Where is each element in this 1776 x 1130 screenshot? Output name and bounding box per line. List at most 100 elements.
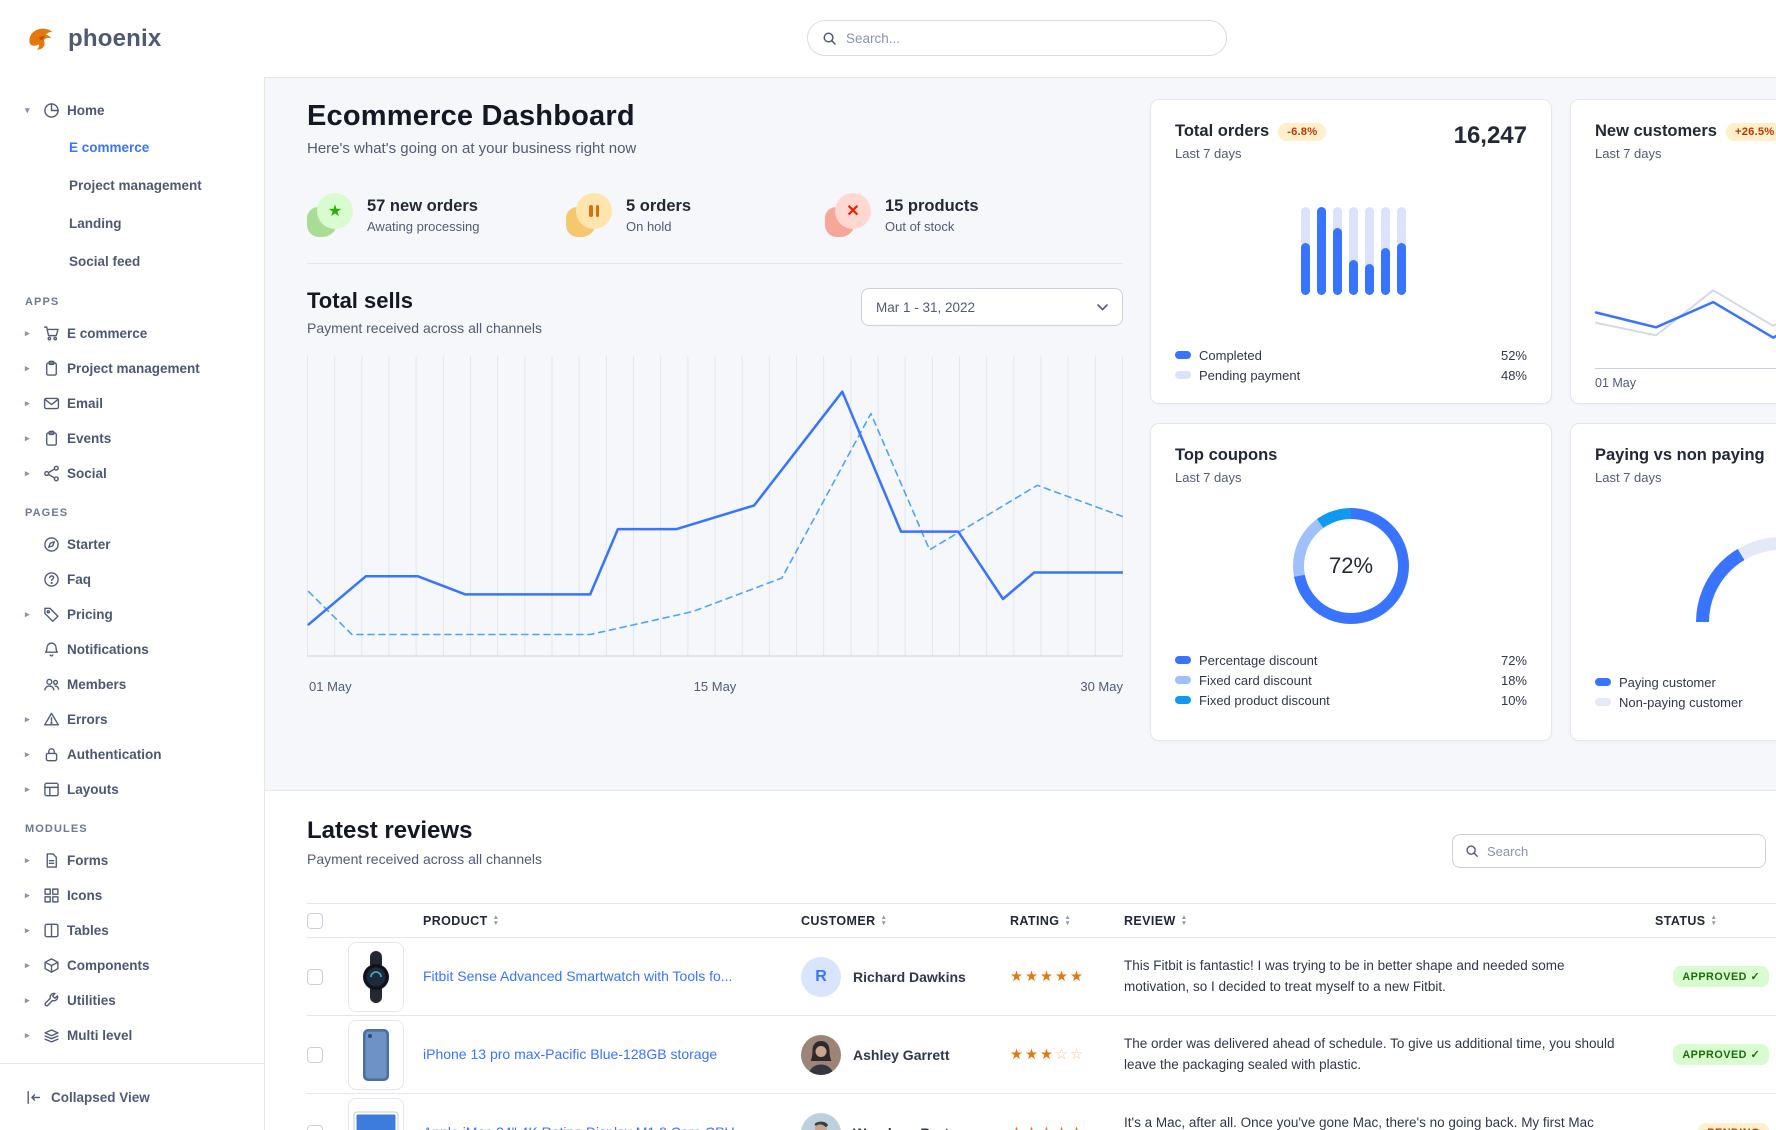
sidebar-item-notifications[interactable]: Notifications <box>0 632 256 667</box>
cart-icon <box>43 325 60 342</box>
sidebar-item-utilities[interactable]: ▸ Utilities <box>0 983 256 1018</box>
brand-logo[interactable]: phoenix <box>26 23 161 55</box>
sidebar-item-label: Events <box>67 431 112 446</box>
review-text: This Fitbit is fantastic! I was trying t… <box>1124 958 1565 994</box>
layers-icon <box>43 1027 60 1044</box>
sidebar-item-email[interactable]: ▸ Email <box>0 386 256 421</box>
sidebar-item-faq[interactable]: Faq <box>0 562 256 597</box>
table-row: Fitbit Sense Advanced Smartwatch with To… <box>307 937 1776 1016</box>
sidebar-item-starter[interactable]: Starter <box>0 527 256 562</box>
sort-icon: ▲ ▼ <box>1180 914 1188 928</box>
page-title: Ecommerce Dashboard <box>307 100 635 132</box>
sidebar-item-pricing[interactable]: ▸ Pricing <box>0 597 256 632</box>
column-header-review[interactable]: REVIEW ▲ ▼ <box>1124 903 1655 938</box>
paying-legend-row: Paying customer <box>1595 672 1776 692</box>
legend-swatch <box>1175 676 1191 684</box>
date-range-select[interactable]: Mar 1 - 31, 2022 <box>861 288 1123 326</box>
sidebar: ▾ Home E commerce Project management Landing… <box>0 77 265 1130</box>
sidebar-item-events[interactable]: ▸ Events <box>0 421 256 456</box>
row-product-cell: Apple iMac 24" 4K Retina Display M1 8 Co… <box>423 1093 801 1130</box>
sidebar-item-label: Multi level <box>67 1028 133 1043</box>
coupons-legend-row: Percentage discount 72% <box>1175 650 1527 670</box>
sidebar-item-home[interactable]: ▾ Home <box>0 93 256 128</box>
row-checkbox[interactable] <box>307 1124 323 1130</box>
sidebar-subitem-landing[interactable]: Landing <box>69 215 122 231</box>
column-header-label: RATING <box>1010 913 1060 928</box>
bar-fill <box>1381 248 1390 295</box>
sidebar-item-forms[interactable]: ▸ Forms <box>0 843 256 878</box>
legend-swatch <box>1175 371 1191 379</box>
users-icon <box>43 676 60 693</box>
row-customer-cell: Woodrow Burton <box>801 1093 1010 1130</box>
sidebar-item-multi-level[interactable]: ▸ Multi level <box>0 1018 256 1053</box>
new-customers-period: Last 7 days <box>1595 146 1662 161</box>
legend-label: Non-paying customer <box>1619 694 1743 710</box>
paying-period: Last 7 days <box>1595 470 1662 485</box>
column-header-label: PRODUCT <box>423 913 488 928</box>
product-link[interactable]: Apple iMac 24" 4K Retina Display M1 8 Co… <box>423 1124 746 1130</box>
search-input[interactable] <box>846 30 1212 46</box>
column-header-status[interactable]: STATUS ▲ ▼ <box>1655 903 1776 938</box>
caret-right-icon: ▸ <box>25 363 30 373</box>
avatar <box>801 1112 841 1130</box>
caret-right-icon: ▸ <box>25 468 30 478</box>
sidebar-subitem-project-management[interactable]: Project management <box>69 177 202 193</box>
sidebar-subitem-e-commerce[interactable]: E commerce <box>69 139 150 155</box>
row-checkbox[interactable] <box>307 968 323 985</box>
sidebar-item-tables[interactable]: ▸ Tables <box>0 913 256 948</box>
bar-track <box>1349 207 1358 295</box>
sidebar-item-components[interactable]: ▸ Components <box>0 948 256 983</box>
main-content: Ecommerce Dashboard Here's what's going … <box>265 77 1776 1130</box>
row-checkbox[interactable] <box>307 1046 323 1063</box>
legend-swatch <box>1175 656 1191 664</box>
sidebar-item-members[interactable]: Members <box>0 667 256 702</box>
sidebar-item-project-management[interactable]: ▸ Project management <box>0 351 256 386</box>
column-header-customer[interactable]: CUSTOMER ▲ ▼ <box>801 903 1010 938</box>
sidebar-item-authentication[interactable]: ▸ Authentication <box>0 737 256 772</box>
sidebar-item-icons[interactable]: ▸ Icons <box>0 878 256 913</box>
section-divider <box>307 263 1123 264</box>
new-customers-card: New customers +26.5% Last 7 days 01 May <box>1570 99 1776 404</box>
legend-swatch <box>1175 696 1191 704</box>
legend-value: 48% <box>1500 367 1527 383</box>
bar-track <box>1365 207 1374 295</box>
select-all-checkbox[interactable] <box>307 912 323 929</box>
sidebar-item-errors[interactable]: ▸ Errors <box>0 702 256 737</box>
sidebar-item-e-commerce[interactable]: ▸ E commerce <box>0 316 256 351</box>
row-checkbox-cell <box>307 1093 348 1130</box>
sidebar-subitem-social-feed[interactable]: Social feed <box>69 253 141 269</box>
reviews-subtitle: Payment received across all channels <box>307 851 543 867</box>
stat-label: On hold <box>626 218 672 234</box>
sort-icon: ▲ ▼ <box>492 914 500 928</box>
new-customers-badge: +26.5% <box>1725 122 1776 141</box>
orders-legend: Completed 52% Pending payment 48% <box>1175 345 1527 385</box>
column-header-label: CUSTOMER <box>801 913 876 928</box>
collapse-label: Collapsed View <box>51 1089 150 1105</box>
grid-icon <box>43 887 60 904</box>
legend-value: 18% <box>1500 672 1527 688</box>
sidebar-collapse-toggle[interactable]: Collapsed View <box>0 1063 264 1130</box>
reviews-search <box>1452 834 1766 868</box>
sidebar-item-label: Errors <box>67 712 108 727</box>
pie-chart-icon <box>43 102 60 119</box>
pause-icon <box>576 193 612 229</box>
orders-bar-chart <box>1301 207 1406 295</box>
product-link[interactable]: Fitbit Sense Advanced Smartwatch with To… <box>423 967 733 984</box>
sidebar-nav: ▾ Home E commerce Project management Landing… <box>0 93 264 1089</box>
column-header-rating[interactable]: RATING ▲ ▼ <box>1010 903 1124 938</box>
caret-right-icon: ▸ <box>25 749 30 759</box>
stat-item: ✕ 15 products Out of stock <box>825 193 1040 237</box>
row-thumb-cell <box>348 1093 423 1130</box>
product-link[interactable]: iPhone 13 pro max-Pacific Blue-128GB sto… <box>423 1045 718 1062</box>
row-status-cell: PENDING <box>1655 1093 1776 1130</box>
sidebar-item-social[interactable]: ▸ Social <box>0 456 256 491</box>
x-label-start: 01 May <box>309 679 352 694</box>
reviews-search-input[interactable] <box>1487 843 1753 859</box>
paying-gauge-chart <box>1696 537 1776 622</box>
column-header-product[interactable]: PRODUCT ▲ ▼ <box>423 903 801 938</box>
stat-icon-wrap: ✕ <box>825 193 871 237</box>
total-orders-title: Total orders <box>1175 122 1270 140</box>
sidebar-item-layouts[interactable]: ▸ Layouts <box>0 772 256 807</box>
table-icon <box>43 922 60 939</box>
review-text: The order was delivered ahead of schedul… <box>1124 1036 1615 1072</box>
